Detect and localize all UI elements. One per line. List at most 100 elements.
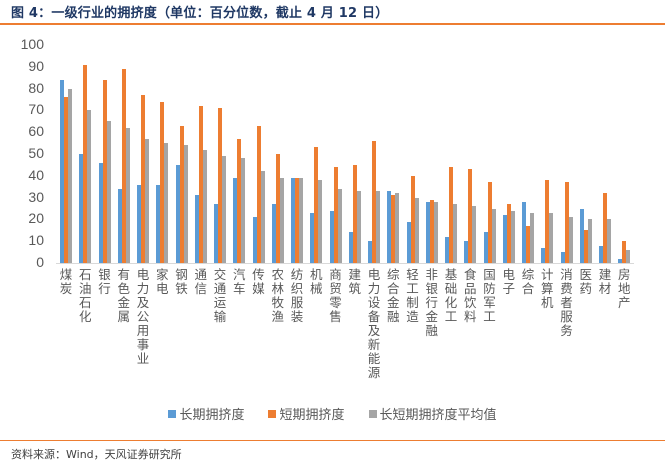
- bar-avg: [433, 201, 438, 263]
- x-tick-label: 医药: [579, 267, 592, 296]
- bar-avg: [395, 193, 400, 263]
- chart-title: 图 4：一级行业的拥挤度（单位：百分位数，截止 4 月 12 日）: [11, 6, 389, 21]
- bar-short: [622, 241, 627, 263]
- bar-avg: [626, 249, 631, 263]
- bar-long: [271, 204, 276, 263]
- bar-short: [160, 101, 165, 263]
- bar-short: [449, 167, 453, 263]
- bar-long: [502, 215, 507, 263]
- bar-short: [83, 64, 88, 263]
- x-tick-label: 计算机: [540, 267, 554, 310]
- legend-label: 长期拥挤度: [179, 408, 245, 423]
- bar-avg: [549, 212, 554, 263]
- bar-long: [406, 221, 411, 263]
- bar-short: [198, 106, 203, 263]
- x-tick-label: 汽车: [232, 267, 246, 296]
- bar-long: [156, 184, 161, 263]
- bar-avg: [183, 145, 188, 263]
- chart-legend: 长期拥挤度 短期拥挤度 长短期拥挤度平均值: [0, 404, 665, 423]
- x-tick-label: 电力及公用事业: [136, 267, 150, 366]
- y-tick-label: 100: [20, 36, 44, 52]
- bar-avg: [491, 208, 496, 263]
- bar-avg: [299, 177, 303, 263]
- bar-short: [506, 204, 511, 263]
- x-tick-label: 建筑: [348, 267, 361, 296]
- bar-long: [579, 208, 584, 263]
- bar-long: [387, 191, 392, 263]
- bar-avg: [164, 143, 169, 263]
- bar-short: [275, 154, 280, 263]
- y-tick-label: 50: [28, 145, 44, 161]
- bar-short: [218, 108, 222, 263]
- bar-long: [137, 184, 141, 263]
- x-tick-label: 综合: [521, 267, 535, 296]
- bar-long: [560, 252, 565, 263]
- bar-long: [194, 195, 199, 263]
- x-tick-label: 农林牧渔: [271, 267, 284, 324]
- bar-short: [372, 140, 376, 263]
- bar-long: [60, 79, 64, 263]
- bar-short: [314, 147, 319, 263]
- bar-avg: [356, 191, 361, 263]
- x-tick-label: 银行: [98, 267, 111, 296]
- x-tick-label: 通信: [194, 267, 207, 296]
- bar-long: [445, 236, 449, 263]
- y-tick-label: 10: [28, 232, 44, 249]
- bar-short: [333, 167, 338, 263]
- bar-avg: [87, 110, 92, 263]
- y-tick-label: 80: [28, 79, 44, 96]
- bar-long: [291, 177, 295, 263]
- x-tick-label: 商贸零售: [329, 267, 342, 324]
- bar-short: [468, 169, 473, 263]
- bar-short: [352, 164, 357, 263]
- x-tick-label: 钢铁: [175, 267, 188, 296]
- bar-avg: [68, 88, 72, 263]
- x-tick-label: 家电: [155, 267, 169, 296]
- x-axis-line: [56, 263, 634, 264]
- bar-avg: [125, 127, 130, 263]
- bar-short: [545, 180, 550, 263]
- bar-avg: [530, 212, 534, 263]
- legend-item: 短期拥挤度: [268, 404, 345, 423]
- x-tick-label: 综合金融: [386, 267, 400, 324]
- legend-item: 长期拥挤度: [168, 404, 244, 423]
- x-tick-label: 交通运输: [213, 267, 227, 324]
- bar-long: [599, 245, 603, 263]
- bar-avg: [337, 188, 342, 263]
- x-tick-label: 煤炭: [59, 267, 73, 296]
- bar-avg: [472, 206, 477, 263]
- bar-avg: [414, 197, 419, 263]
- bar-avg: [145, 138, 149, 263]
- bar-short: [64, 97, 68, 263]
- bar-avg: [260, 171, 265, 263]
- bar-avg: [568, 217, 573, 263]
- legend-swatch-icon: [268, 409, 277, 418]
- x-tick-label: 电力设备及新能源: [367, 267, 381, 380]
- x-tick-label: 纺织服装: [290, 267, 304, 324]
- bar-short: [102, 79, 107, 263]
- bar-avg: [106, 121, 111, 263]
- bar-short: [526, 225, 530, 263]
- y-tick-label: 90: [28, 57, 44, 74]
- bar-avg: [587, 219, 592, 263]
- bar-short: [487, 182, 492, 263]
- x-tick-label: 基础化工: [444, 267, 458, 324]
- legend-label: 长短期拥挤度平均值: [379, 408, 497, 423]
- bar-short: [603, 193, 607, 263]
- x-tick-label: 消费者服务: [560, 267, 573, 338]
- legend-swatch-icon: [168, 409, 177, 418]
- y-tick-label: 30: [28, 188, 44, 205]
- bar-long: [464, 241, 469, 263]
- bar-short: [410, 175, 415, 263]
- bar-long: [310, 212, 315, 263]
- bar-short: [583, 230, 588, 263]
- bar-long: [117, 188, 122, 263]
- bar-long: [233, 177, 238, 263]
- bar-chart: 0 10 20 30 40 50 60 70 80 90 100 煤炭 石油石化 银行 有色金属 电力及公用事…: [20, 36, 634, 380]
- bar-long: [175, 164, 180, 263]
- bar-long: [252, 217, 257, 263]
- legend-swatch-icon: [368, 409, 377, 418]
- x-tick-label: 非银行金融: [425, 267, 438, 338]
- bar-short: [121, 68, 126, 263]
- y-tick-label: 0: [36, 254, 44, 270]
